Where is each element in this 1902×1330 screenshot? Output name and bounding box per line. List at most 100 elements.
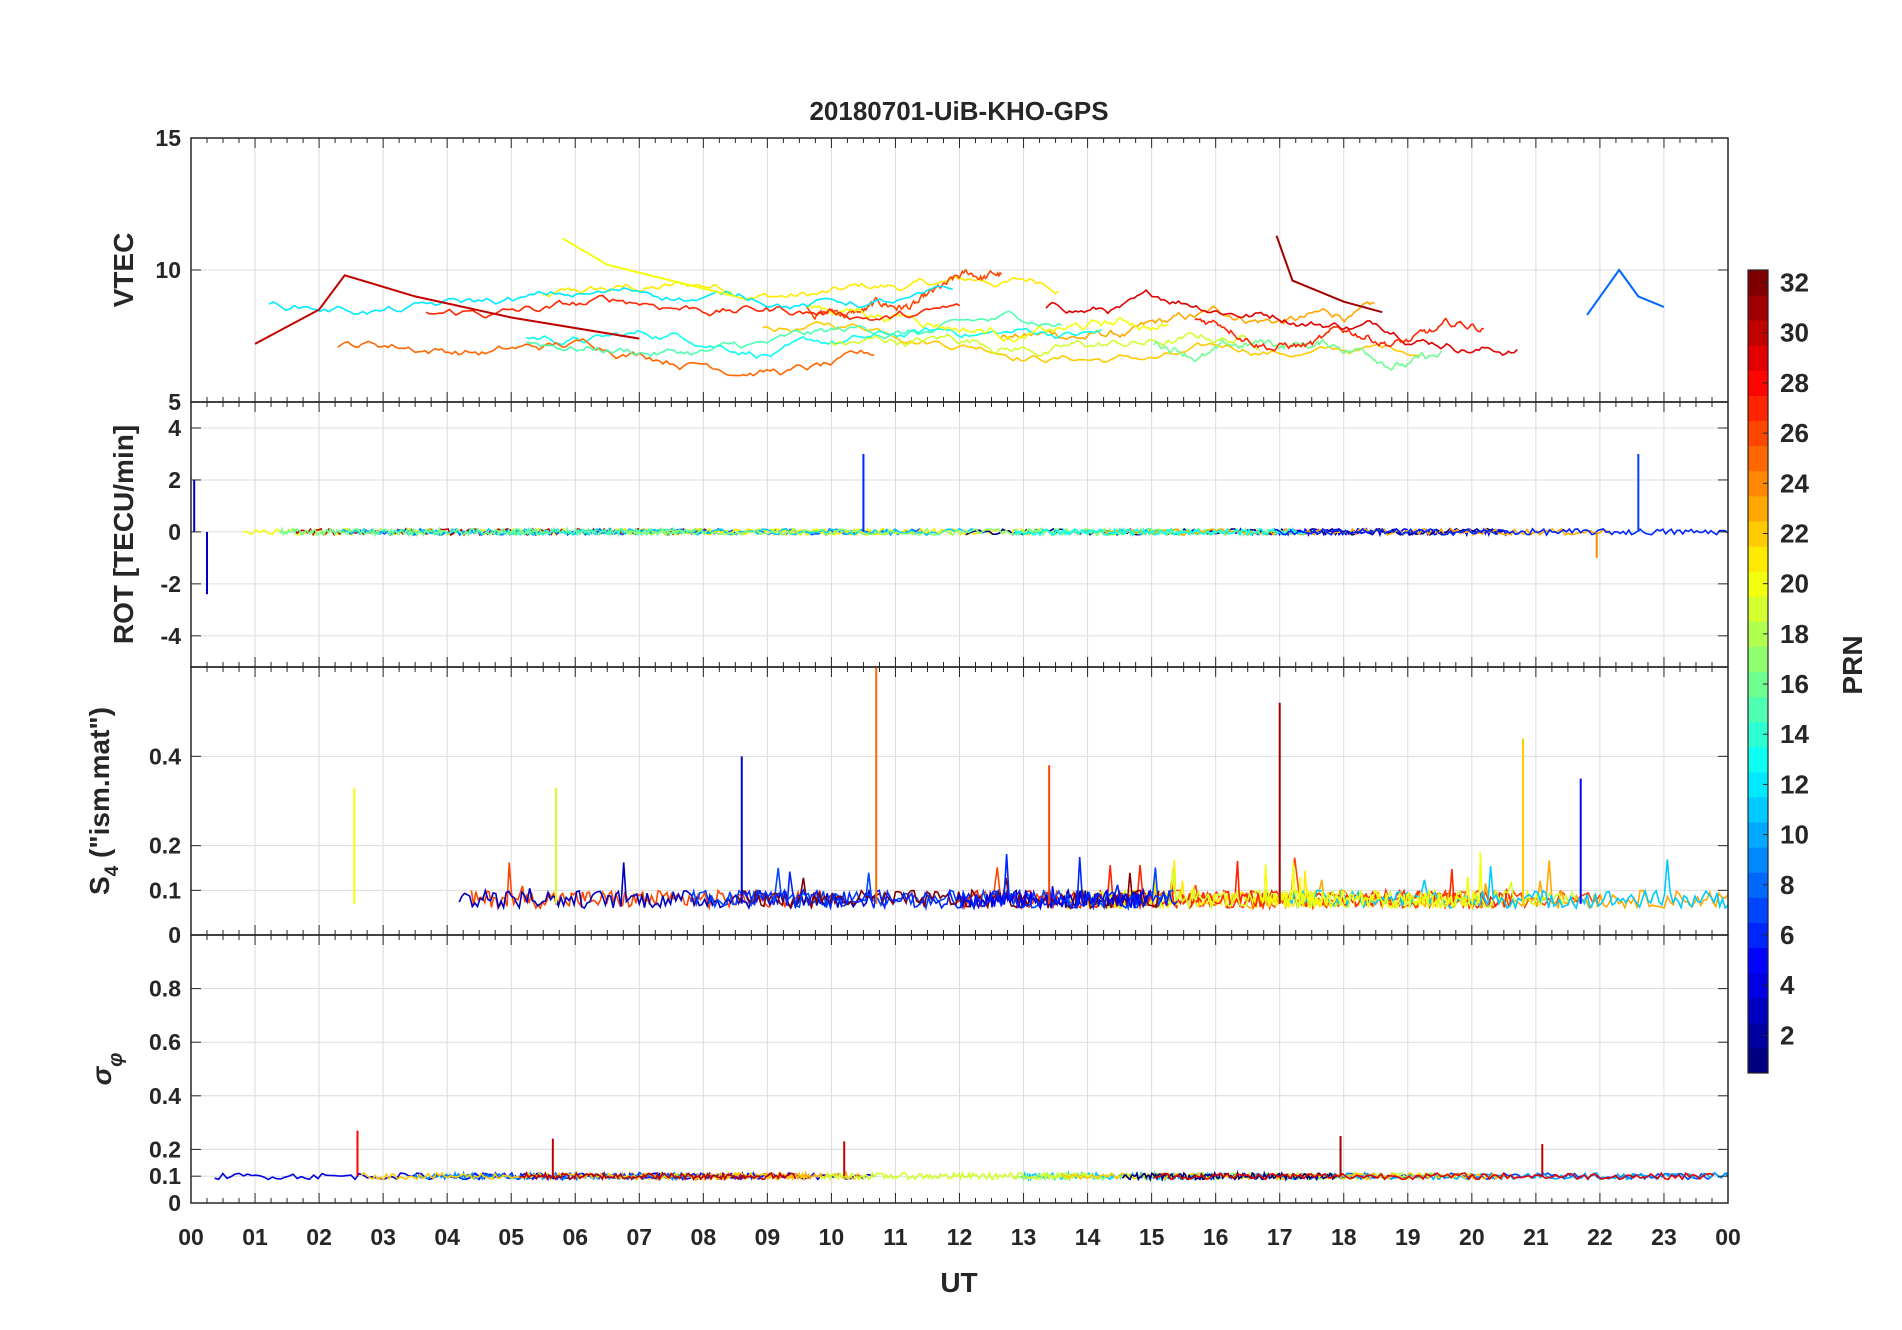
trace-prn-22 xyxy=(762,321,1420,364)
colorbar-segment xyxy=(1748,571,1768,597)
trace-prn-27 xyxy=(1194,317,1484,352)
colorbar-segment xyxy=(1748,270,1768,296)
x-tick-label: 12 xyxy=(947,1224,973,1250)
trace-prn-19 xyxy=(829,331,1260,357)
y-tick-label: 0 xyxy=(168,519,181,545)
colorbar-segment xyxy=(1748,621,1768,647)
colorbar-tick-label: 22 xyxy=(1780,518,1809,548)
colorbar-segment xyxy=(1748,370,1768,396)
colorbar-segment xyxy=(1748,897,1768,923)
colorbar-segment xyxy=(1748,721,1768,748)
colorbar-tick-label: 4 xyxy=(1780,970,1795,1000)
colorbar-tick-label: 32 xyxy=(1780,268,1809,298)
colorbar-tick-label: 18 xyxy=(1780,619,1809,649)
traces-rot xyxy=(193,453,1728,595)
panel-sigma_phi: 00.10.2 0.4 0.6 0.8 σφ xyxy=(86,934,1729,1216)
trace-prn-6 xyxy=(743,854,1178,911)
x-tick-label: 13 xyxy=(1011,1224,1037,1250)
traces-s4 xyxy=(353,667,1728,912)
panel-vtec: 5 10 15 VTEC xyxy=(108,125,1729,415)
colorbar-segment xyxy=(1748,495,1768,522)
colorbar-tick-label: 6 xyxy=(1780,920,1794,950)
x-tick-label: 00 xyxy=(1715,1224,1741,1250)
trace-prn-29 xyxy=(1045,288,1518,357)
colorbar-segment xyxy=(1748,520,1768,547)
x-tick-label: 14 xyxy=(1075,1224,1101,1250)
colorbar-segment xyxy=(1748,596,1768,622)
colorbar-segment xyxy=(1748,295,1768,321)
traces-vtec xyxy=(254,235,1665,377)
x-tick-label: 18 xyxy=(1331,1224,1357,1250)
x-tick-label: 20 xyxy=(1459,1224,1485,1250)
trace-prn-15 xyxy=(526,310,1063,357)
trace-prn-26 xyxy=(806,268,1002,321)
x-tick-label: 03 xyxy=(370,1224,396,1250)
y-tick-label: 10 xyxy=(155,257,181,283)
y-axis-label: ROT [TECU/min] xyxy=(108,425,139,644)
colorbar-tick-label: 20 xyxy=(1780,569,1809,599)
colorbar-segment xyxy=(1748,796,1768,823)
trace-prn-21 xyxy=(542,275,1059,302)
colorbar-tick-label: 26 xyxy=(1780,418,1809,448)
trace-prn-13 xyxy=(1013,527,1307,537)
y-axis-label: S4 ("ism.mat") xyxy=(84,707,123,895)
colorbar-segment xyxy=(1748,972,1768,999)
y-tick-label: 0.8 xyxy=(149,976,181,1002)
colorbar-segment xyxy=(1748,746,1768,773)
chart-title: 20180701-UiB-KHO-GPS xyxy=(809,96,1108,126)
colorbar-tick-label: 24 xyxy=(1780,468,1809,498)
panel-rot: -4 -2 0 2 4 ROT [TECU/min] xyxy=(108,401,1729,668)
colorbar-segment xyxy=(1748,345,1768,371)
colorbar-segment xyxy=(1748,771,1768,798)
y-tick-label: 5 xyxy=(168,389,181,415)
colorbar-tick-label: 10 xyxy=(1780,820,1809,850)
colorbar-segment xyxy=(1748,947,1768,974)
trace-prn-11 xyxy=(1285,859,1728,911)
y-tick-label: 0.2 xyxy=(149,833,181,859)
colorbar-tick-label: 28 xyxy=(1780,368,1809,398)
y-tick-label: 0.1 xyxy=(149,1163,181,1189)
trace-prn-20 xyxy=(1259,852,1483,910)
colorbar-label: PRN xyxy=(1837,635,1868,694)
x-tick-label: 05 xyxy=(498,1224,524,1250)
x-tick-label: 09 xyxy=(755,1224,781,1250)
colorbar-segment xyxy=(1748,671,1768,698)
x-tick-label: 17 xyxy=(1267,1224,1293,1250)
y-tick-label: 2 xyxy=(168,467,181,493)
series-prn-31 xyxy=(1275,235,1383,314)
colorbar-segment xyxy=(1748,420,1768,447)
y-tick-label: -4 xyxy=(161,623,182,649)
trace-prn-22 xyxy=(360,1171,807,1181)
x-tick-label: 15 xyxy=(1139,1224,1165,1250)
trace-prn-16 xyxy=(1153,338,1443,371)
colorbar-segment xyxy=(1748,997,1768,1024)
trace-prn-1 xyxy=(1121,1169,1338,1183)
x-tick-label: 22 xyxy=(1587,1224,1613,1250)
trace-prn-23 xyxy=(1000,301,1375,341)
x-tick-label: 07 xyxy=(626,1224,652,1250)
x-tick-label: 04 xyxy=(434,1224,460,1250)
colorbar-outline xyxy=(1747,269,1769,1074)
colorbar-segment xyxy=(1748,546,1768,572)
trace-prn-19 xyxy=(819,1170,1093,1182)
colorbar-tick-label: 12 xyxy=(1780,769,1809,799)
colorbar-tick-label: 2 xyxy=(1780,1020,1794,1050)
x-tick-label: 10 xyxy=(819,1224,845,1250)
trace-prn-13 xyxy=(526,326,1103,360)
colorbar-segment xyxy=(1748,445,1768,472)
trace-prn-26 xyxy=(964,857,1601,911)
colorbar-tick-label: 16 xyxy=(1780,669,1809,699)
y-tick-label: 4 xyxy=(168,415,181,441)
trace-prn-27 xyxy=(425,294,961,321)
y-tick-label: 0.4 xyxy=(149,743,181,769)
panel-s4: 0 0.1 0.2 0.4 S4 ("ism.mat") xyxy=(84,666,1729,948)
trace-prn-20 xyxy=(807,303,1169,343)
x-tick-label: 11 xyxy=(883,1224,908,1250)
trace-prn-16 xyxy=(279,526,539,538)
colorbar-tick-label: 14 xyxy=(1780,719,1809,749)
x-tick-label: 01 xyxy=(242,1224,268,1250)
colorbar-segment xyxy=(1748,1022,1768,1049)
colorbar-tick-label: 30 xyxy=(1780,318,1809,348)
trace-prn-25 xyxy=(337,337,875,377)
